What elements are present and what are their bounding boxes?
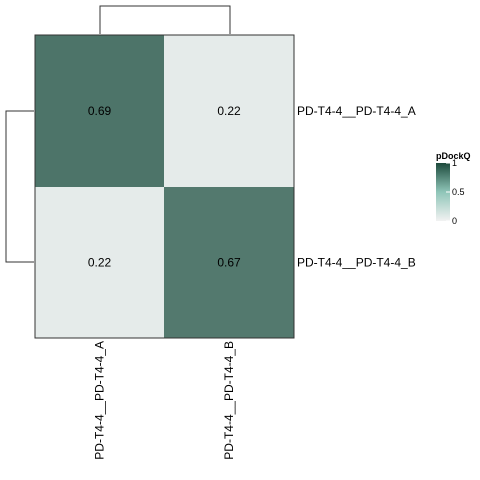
- legend-tick-label: 1: [452, 158, 457, 168]
- column-label: PD-T4-4__PD-T4-4_A: [93, 341, 107, 460]
- heatmap-cell: [164, 187, 294, 338]
- legend-title: pDockQ: [436, 151, 471, 161]
- cell-value-label: 0.69: [88, 104, 112, 118]
- column-label: PD-T4-4__PD-T4-4_B: [222, 341, 236, 460]
- legend-tick-label: 0: [452, 216, 457, 226]
- cell-value-label: 0.22: [217, 104, 241, 118]
- heatmap-cells: 0.69 0.22 0.22 0.67: [35, 35, 294, 338]
- row-label: PD-T4-4__PD-T4-4_A: [297, 104, 416, 118]
- heatmap-border: [34, 34, 295, 339]
- legend-colorbar: [436, 163, 450, 221]
- heatmap-cell: [35, 35, 164, 187]
- row-label: PD-T4-4__PD-T4-4_B: [297, 256, 416, 270]
- row-dendrogram-branch: [5, 110, 34, 263]
- cell-value-label: 0.22: [88, 256, 112, 270]
- heatmap-cell: [35, 187, 164, 338]
- column-dendrogram-branch: [99, 5, 231, 34]
- legend-ticks: 10.50: [446, 158, 465, 226]
- row-labels: PD-T4-4__PD-T4-4_A PD-T4-4__PD-T4-4_B: [297, 104, 416, 270]
- heatmap-cell: [164, 35, 294, 187]
- cell-value-label: 0.67: [217, 256, 241, 270]
- row-dendrogram: [5, 110, 34, 263]
- color-legend: pDockQ 10.50: [436, 151, 471, 226]
- column-dendrogram: [99, 5, 231, 34]
- column-labels: PD-T4-4__PD-T4-4_A PD-T4-4__PD-T4-4_B: [93, 341, 237, 460]
- legend-tick-label: 0.5: [452, 187, 465, 197]
